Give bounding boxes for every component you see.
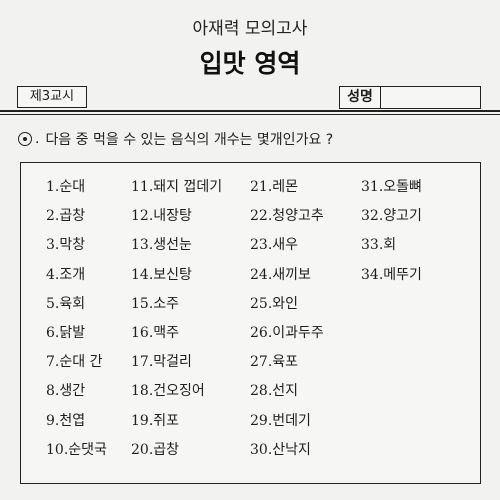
- answer-item: 33.회: [361, 237, 397, 254]
- session-box: 제3교시: [17, 86, 87, 108]
- answer-item: 16.맥주: [131, 325, 180, 341]
- answer-item: 28.선지: [250, 383, 299, 400]
- answer-item: 1.순대: [46, 179, 86, 195]
- answer-item: 12.내장탕: [131, 208, 192, 225]
- answer-item: 29.번데기: [250, 412, 311, 429]
- question: . 다음 중 먹을 수 있는 음식의 개수는 몇개인가요 ?: [18, 129, 333, 149]
- answer-item: 8.생간: [46, 383, 86, 400]
- answer-item: 10.순댓국: [46, 441, 107, 458]
- name-input[interactable]: [381, 87, 480, 108]
- answer-item: 20.곱창: [131, 441, 180, 458]
- name-label: 성명: [340, 87, 381, 108]
- question-text: 다음 중 먹을 수 있는 음식의 개수는 몇개인가요 ?: [45, 132, 334, 148]
- answer-item: 7.순대 간: [46, 354, 103, 371]
- answer-item: 27.육포: [250, 354, 299, 371]
- answer-item: 9.천엽: [46, 412, 86, 429]
- answer-item: 32.양고기: [361, 208, 422, 225]
- answer-item: 19.쥐포: [131, 412, 180, 429]
- answer-item: 22.청양고추: [250, 208, 324, 225]
- answer-item: 2.곱창: [46, 208, 86, 225]
- answer-item: 25.와인: [250, 295, 299, 312]
- answer-item: 31.오돌뼈: [361, 179, 422, 195]
- answer-item: 4.조개: [46, 266, 86, 283]
- exam-title: 입맛 영역: [199, 49, 301, 78]
- question-marker: .: [35, 131, 40, 147]
- answer-item: 30.산낙지: [250, 441, 311, 458]
- answer-item: 14.보신탕: [131, 266, 192, 283]
- answer-box: 1.순대 2.곱창 3.막창 4.조개 5.육회 6.닭발 7.순대 간 8.생간 9.천엽 10…: [20, 162, 481, 484]
- answer-item: 24.새끼보: [250, 266, 311, 283]
- answer-item: 23.새우: [250, 237, 299, 254]
- bullet-icon: [18, 132, 32, 146]
- answer-item: 3.막창: [46, 237, 86, 254]
- exam-subtitle: 아재력 모의고사: [192, 19, 308, 39]
- answer-item: 17.막걸리: [131, 354, 192, 371]
- answer-item: 6.닭발: [46, 325, 86, 341]
- answer-item: 34.메뚜기: [361, 266, 422, 283]
- answer-item: 15.소주: [131, 295, 180, 312]
- answer-item: 26.이과두주: [250, 325, 324, 341]
- divider-top: [0, 110, 500, 112]
- divider-bottom: [0, 114, 500, 115]
- answer-item: 18.건오징어: [131, 383, 205, 400]
- answer-item: 21.레몬: [250, 179, 299, 195]
- answer-item: 13.생선눈: [131, 237, 192, 254]
- answer-item: 5.육회: [46, 295, 86, 312]
- name-box: 성명: [339, 86, 481, 109]
- answer-item: 11.돼지 껍데기: [131, 179, 223, 195]
